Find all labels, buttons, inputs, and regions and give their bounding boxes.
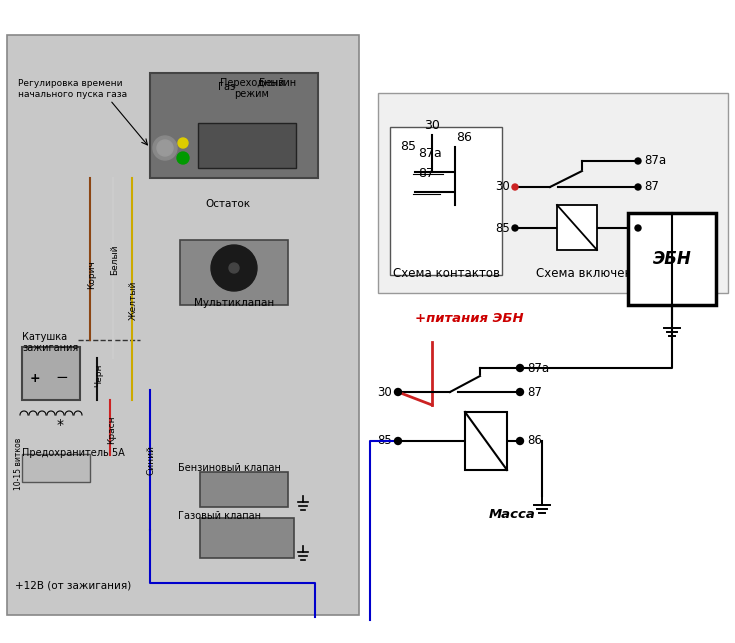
Circle shape [512,225,518,231]
Text: 86: 86 [527,435,542,448]
Text: Желтый: Желтый [129,280,138,320]
Bar [557,205,597,250]
Circle shape [395,388,401,395]
Text: Синий: Синий [147,445,156,475]
Text: Красн: Красн [107,415,116,444]
Text: Переходный: Переходный [220,78,284,88]
Text: 30: 30 [495,181,510,194]
Text: 85: 85 [400,140,416,153]
Circle shape [517,365,523,372]
Bar [198,123,296,168]
Text: ЭБН: ЭБН [653,250,692,268]
Text: 30: 30 [378,386,392,399]
Text: −: − [55,370,68,386]
Circle shape [157,140,173,156]
Text: 86: 86 [644,221,659,235]
Text: Предохранитель 5А: Предохранитель 5А [22,448,125,458]
Text: Черн: Черн [94,363,103,386]
Text: 87a: 87a [418,147,442,160]
Circle shape [178,138,188,148]
Text: Регулировка времени: Регулировка времени [18,79,123,88]
Bar [22,347,80,400]
Bar [465,412,507,470]
Bar [150,73,318,178]
Text: Схема контактов: Схема контактов [393,267,501,280]
Bar [200,518,294,558]
Text: Схема включения: Схема включения [537,267,648,280]
Circle shape [177,152,189,164]
Text: Газовый клапан: Газовый клапан [178,511,261,521]
Bar [390,127,502,275]
Text: +: + [30,372,40,385]
Text: Белый: Белый [110,245,119,275]
Text: Бензин: Бензин [259,78,296,88]
Circle shape [153,136,177,160]
Text: *: * [57,418,64,432]
Text: режим: режим [234,89,270,99]
Text: +питания ЭБН: +питания ЭБН [415,312,523,325]
Circle shape [229,263,239,273]
Text: 87: 87 [527,386,542,399]
Circle shape [395,437,401,444]
Text: 85: 85 [495,221,510,235]
Circle shape [517,437,523,444]
Text: 10-15 витков: 10-15 витков [14,438,23,490]
Text: Газ: Газ [218,82,236,92]
Text: 87: 87 [644,181,659,194]
Text: Корич: Корич [87,260,96,289]
Text: 87a: 87a [527,361,549,374]
Bar [200,472,288,507]
Circle shape [517,388,523,395]
Text: Катушка: Катушка [22,332,67,342]
Text: Мультиклапан: Мультиклапан [194,298,274,308]
Text: Остаток: Остаток [206,199,251,209]
Circle shape [512,184,518,190]
Bar [378,93,728,293]
Text: 85: 85 [378,435,392,448]
Text: 86: 86 [456,131,472,144]
Text: 30: 30 [424,119,440,132]
Text: Масса: Масса [489,508,535,521]
Bar [7,35,359,615]
Bar [628,213,716,305]
Circle shape [635,184,641,190]
Text: начального пуска газа: начального пуска газа [18,90,127,99]
Text: Бензиновый клапан: Бензиновый клапан [178,463,281,473]
Circle shape [211,245,257,291]
Text: зажигания: зажигания [22,343,78,353]
Circle shape [635,158,641,164]
Circle shape [635,225,641,231]
Text: 87a: 87a [644,154,666,167]
Bar [22,454,90,482]
Text: +12В (от зажигания): +12В (от зажигания) [15,580,132,590]
Bar [180,240,288,305]
Text: 87: 87 [418,167,434,180]
